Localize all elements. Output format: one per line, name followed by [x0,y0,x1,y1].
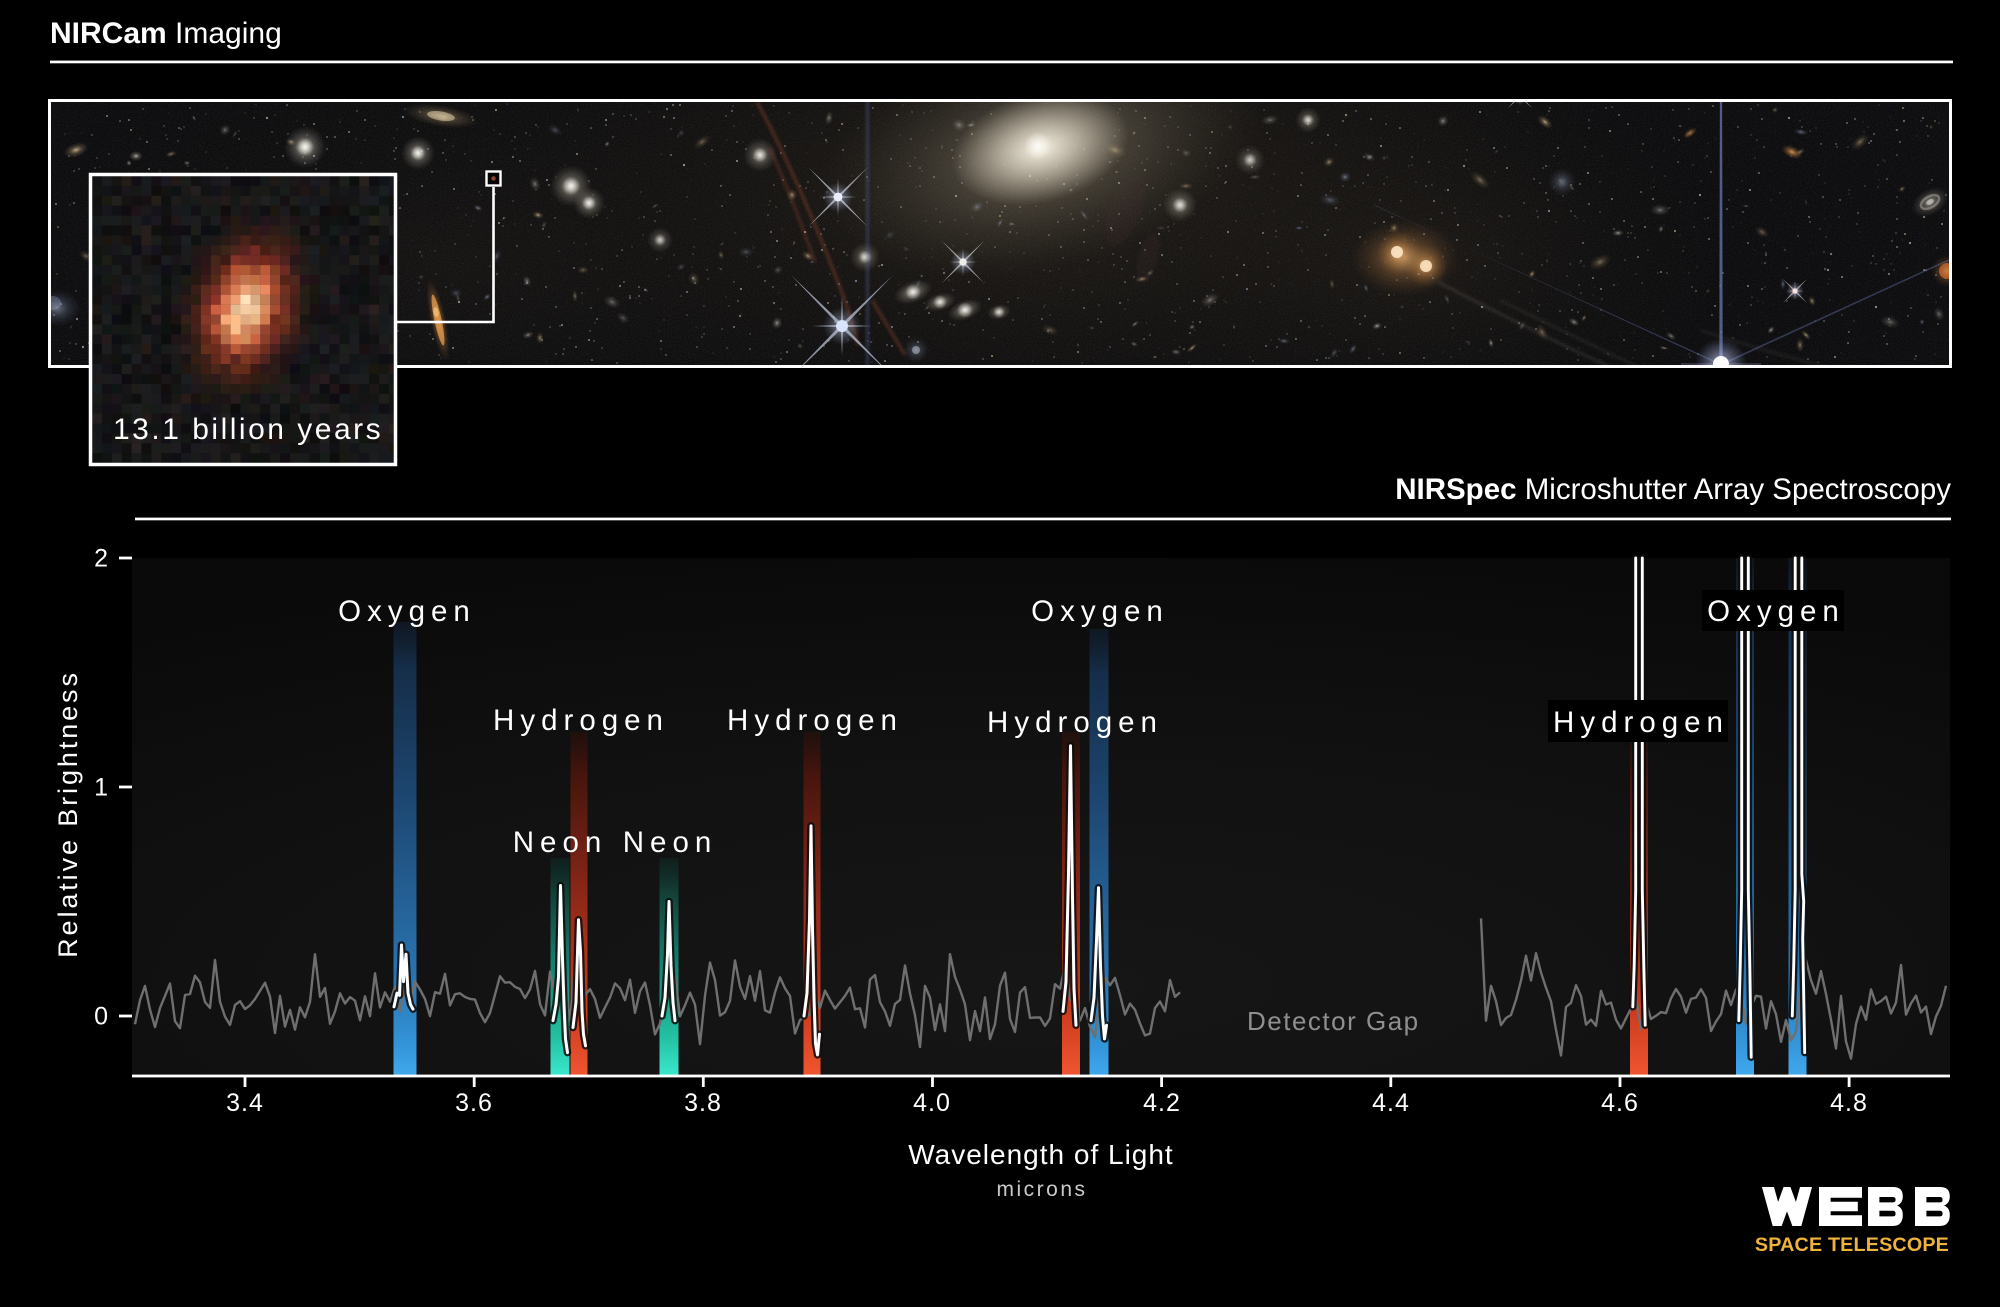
svg-text:3.8: 3.8 [684,1089,722,1117]
svg-text:4.6: 4.6 [1601,1089,1639,1117]
svg-text:Relative Brightness: Relative Brightness [53,670,83,958]
svg-text:4.2: 4.2 [1143,1089,1181,1117]
svg-text:SPACE TELESCOPE: SPACE TELESCOPE [1755,1234,1949,1256]
svg-text:Hydrogen: Hydrogen [987,706,1163,739]
svg-text:4.8: 4.8 [1830,1089,1868,1117]
svg-text:Wavelength of Light: Wavelength of Light [908,1139,1173,1170]
svg-text:3.6: 3.6 [455,1089,493,1117]
svg-text:2: 2 [94,545,108,573]
svg-text:Hydrogen: Hydrogen [727,704,903,737]
svg-text:Oxygen: Oxygen [1031,595,1169,628]
svg-text:Detector Gap: Detector Gap [1247,1006,1420,1036]
svg-text:Neon: Neon [513,826,608,859]
svg-text:4.0: 4.0 [913,1089,951,1117]
svg-text:4.4: 4.4 [1372,1089,1410,1117]
svg-text:0: 0 [94,1003,108,1031]
svg-text:13.1 billion years: 13.1 billion years [113,413,383,446]
svg-text:Oxygen: Oxygen [1707,595,1845,628]
svg-text:3.4: 3.4 [226,1089,264,1117]
svg-text:1: 1 [94,774,108,802]
svg-text:Oxygen: Oxygen [338,595,476,628]
svg-text:Hydrogen: Hydrogen [493,704,669,737]
svg-text:microns: microns [996,1178,1087,1201]
svg-text:Neon: Neon [623,826,718,859]
svg-text:Hydrogen: Hydrogen [1553,706,1729,739]
svg-text:NIRCam Imaging: NIRCam Imaging [50,17,282,50]
svg-text:NIRSpec Microshutter Array Spe: NIRSpec Microshutter Array Spectroscopy [1395,473,1951,506]
